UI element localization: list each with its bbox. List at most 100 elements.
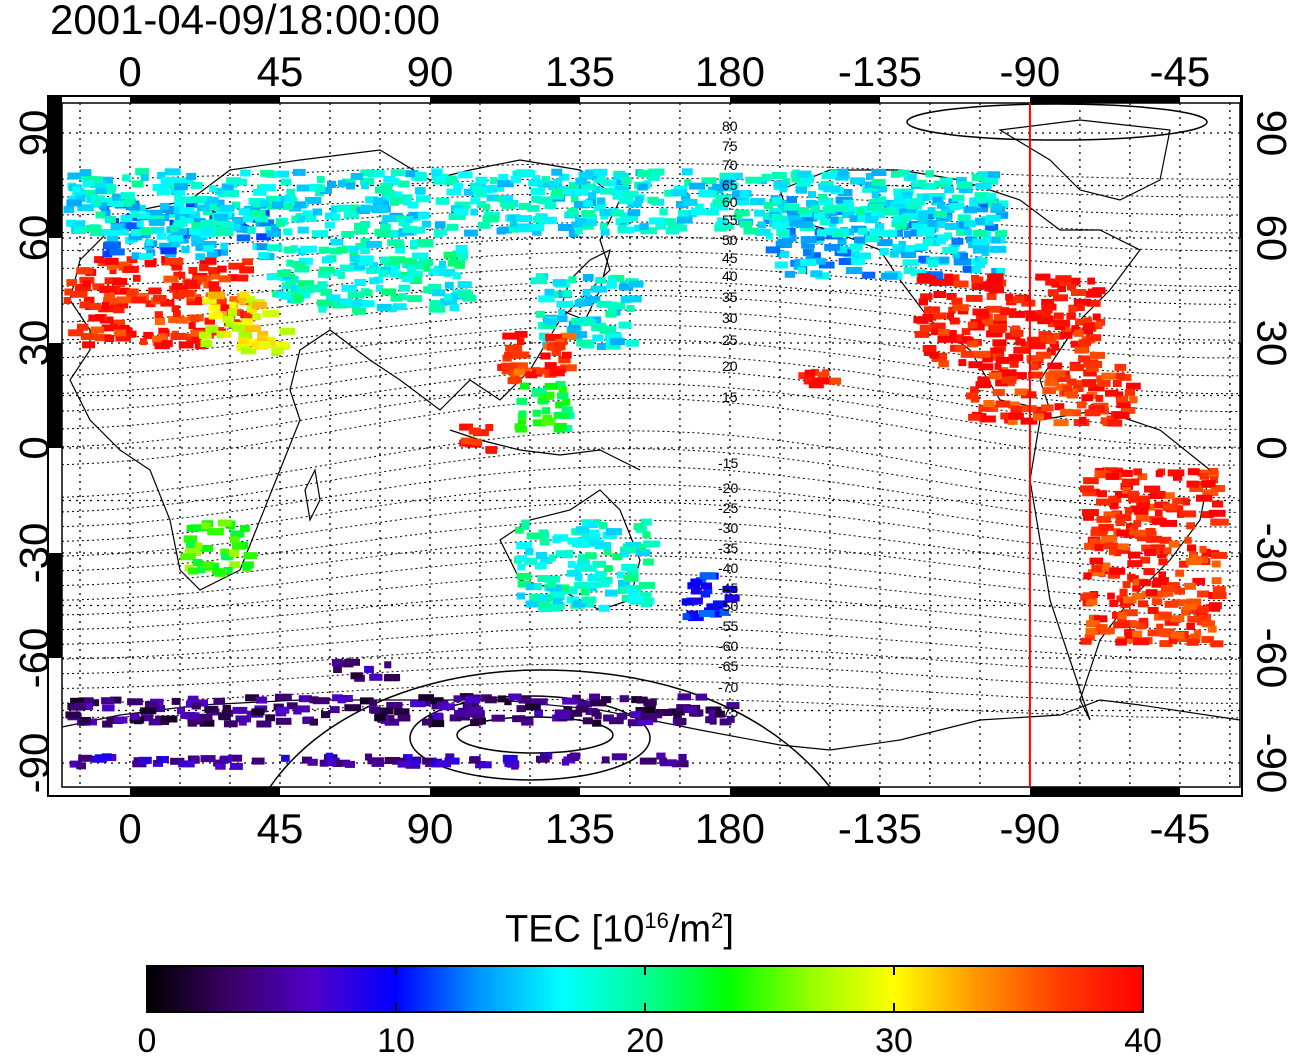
tec-point xyxy=(575,227,583,235)
tec-point xyxy=(1053,419,1069,427)
tec-point xyxy=(359,221,371,228)
tec-point xyxy=(971,276,984,284)
tec-point xyxy=(637,718,654,726)
tec-point xyxy=(1155,470,1163,478)
tec-point xyxy=(585,521,599,528)
tec-point xyxy=(619,695,630,703)
tec-point xyxy=(1136,534,1149,542)
tec-point xyxy=(635,707,651,714)
tec-point xyxy=(229,550,240,557)
tec-point xyxy=(1092,313,1101,321)
tec-point xyxy=(1133,520,1142,528)
tec-point xyxy=(872,196,886,204)
tec-point xyxy=(336,204,351,212)
magnetic-contour-line xyxy=(61,591,1238,631)
tec-point xyxy=(516,572,532,580)
tec-point xyxy=(222,704,231,712)
tec-point xyxy=(435,197,450,205)
contour-label: -35 xyxy=(718,540,738,556)
tec-point xyxy=(615,218,630,226)
tec-point xyxy=(525,703,541,711)
tec-point xyxy=(1086,620,1101,628)
tec-point xyxy=(878,185,887,193)
tec-point xyxy=(566,569,582,577)
tec-point xyxy=(954,258,972,266)
tec-point xyxy=(208,286,221,294)
tec-point xyxy=(432,712,443,720)
tec-point xyxy=(463,188,480,196)
tec-point xyxy=(994,362,1002,370)
tec-point xyxy=(934,221,946,229)
bottom-longitude-axis: 0 45 90 135 180 -135 -90 -45 xyxy=(118,805,1210,852)
tec-point xyxy=(548,338,560,346)
tec-point xyxy=(202,296,217,304)
tec-point xyxy=(327,180,337,188)
tec-point xyxy=(347,291,365,299)
tec-point xyxy=(1129,620,1139,628)
tec-point xyxy=(979,242,990,250)
tec-point xyxy=(219,204,235,212)
tec-point xyxy=(185,210,194,218)
tec-point xyxy=(902,259,919,267)
tec-point xyxy=(705,716,716,724)
tec-point xyxy=(188,322,196,330)
tec-point xyxy=(725,222,734,230)
tec-point xyxy=(1144,549,1156,556)
tec-point xyxy=(614,186,630,193)
tec-point xyxy=(1045,278,1056,286)
tec-point xyxy=(1010,329,1024,337)
tec-point xyxy=(516,542,533,549)
tec-point xyxy=(675,224,688,232)
tec-point xyxy=(82,180,94,188)
tec-point xyxy=(815,272,830,280)
tec-point xyxy=(800,259,817,266)
tec-point xyxy=(209,292,225,300)
tec-point xyxy=(326,759,336,767)
tec-point xyxy=(922,345,937,352)
tec-point xyxy=(408,211,425,219)
tec-point xyxy=(1042,412,1052,420)
tec-point xyxy=(482,215,492,223)
tec-point xyxy=(179,216,194,224)
tec-point xyxy=(1103,542,1118,550)
tec-point xyxy=(763,201,773,209)
tec-point xyxy=(538,605,552,613)
tec-point xyxy=(122,199,133,207)
tec-point xyxy=(638,581,655,589)
colorbar-title-unit-exponent: 2 xyxy=(711,908,724,933)
tec-point xyxy=(110,696,122,704)
tec-point xyxy=(591,324,607,332)
tec-point xyxy=(724,175,735,183)
tec-point xyxy=(1198,605,1209,613)
tec-point xyxy=(174,194,183,201)
tec-point xyxy=(627,596,644,603)
tec-point xyxy=(252,313,261,321)
tec-point xyxy=(294,294,304,302)
tec-point xyxy=(444,178,458,186)
tec-point xyxy=(384,661,392,669)
tec-point xyxy=(574,581,591,589)
tec-point xyxy=(958,359,967,367)
tec-point xyxy=(923,348,935,356)
tec-point xyxy=(1212,518,1229,526)
tec-point xyxy=(771,197,782,205)
tec-point xyxy=(190,329,204,337)
tec-point xyxy=(544,575,560,583)
tec-point xyxy=(242,215,254,223)
tec-point xyxy=(631,696,642,704)
frame-band-bottom xyxy=(430,787,580,796)
tec-point xyxy=(344,760,356,768)
tec-point xyxy=(517,580,532,588)
tec-point xyxy=(940,278,955,286)
frame-band-left xyxy=(48,96,62,238)
tec-point xyxy=(1097,490,1107,498)
tec-point xyxy=(369,673,383,681)
tec-point xyxy=(1181,607,1198,614)
tec-point xyxy=(597,173,606,180)
tec-point xyxy=(1128,495,1140,503)
tec-point xyxy=(1187,544,1197,552)
tec-point xyxy=(952,251,967,259)
tec-point xyxy=(803,176,814,184)
tec-point xyxy=(260,184,276,192)
